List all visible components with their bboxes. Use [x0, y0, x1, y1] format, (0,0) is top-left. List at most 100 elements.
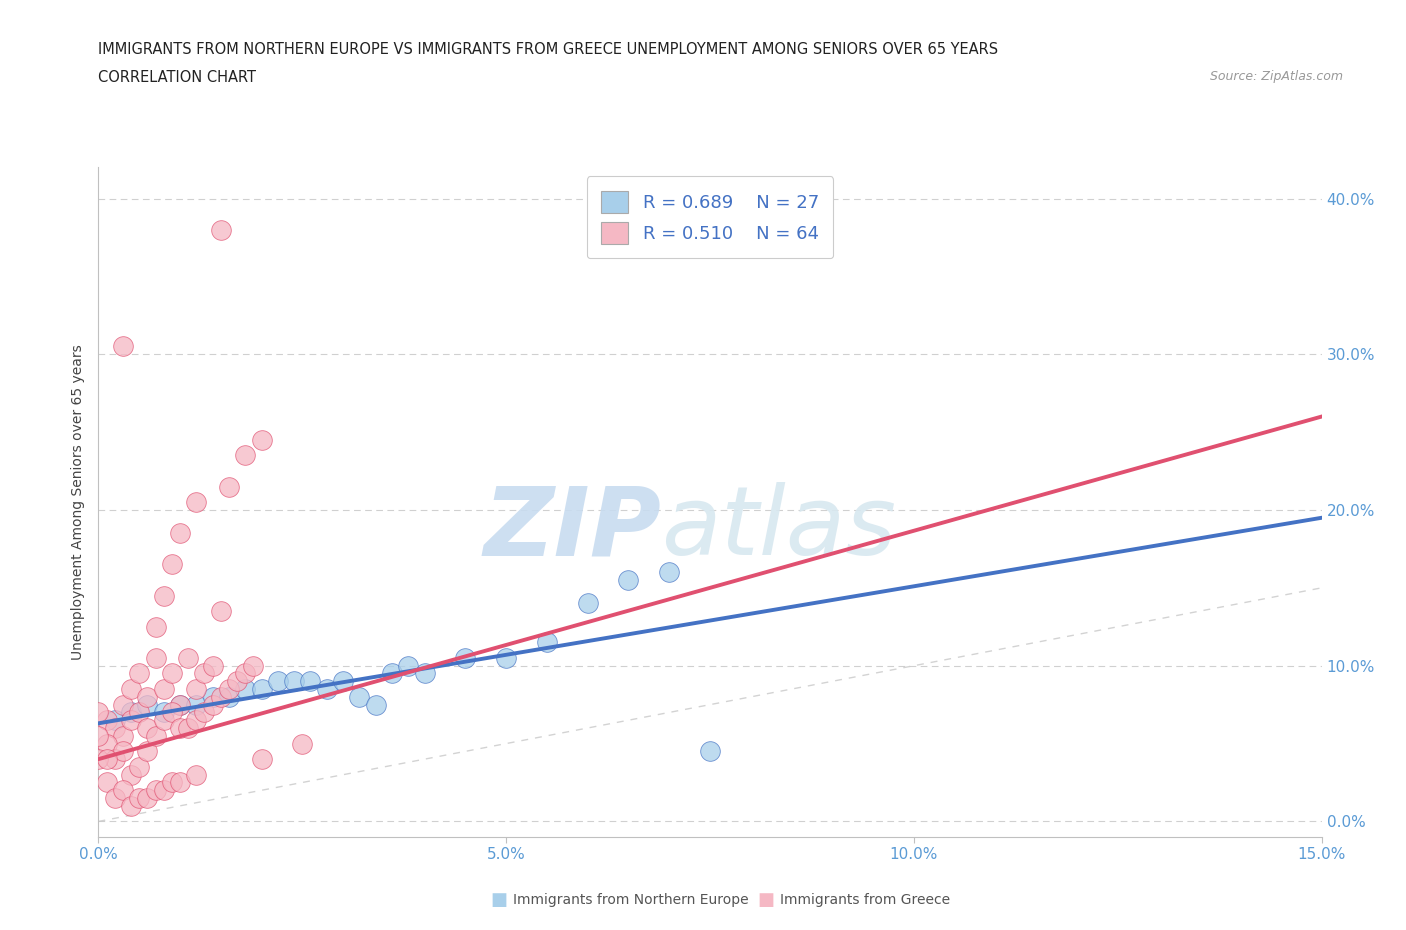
Legend: R = 0.689    N = 27, R = 0.510    N = 64: R = 0.689 N = 27, R = 0.510 N = 64: [586, 177, 834, 259]
Point: [209, 689, 232, 704]
Point: [209, 222, 232, 237]
Point: [169, 698, 191, 712]
Point: [267, 674, 290, 689]
Point: [576, 596, 599, 611]
Point: [201, 698, 224, 712]
Point: [120, 799, 142, 814]
Text: Immigrants from Northern Europe: Immigrants from Northern Europe: [513, 893, 749, 908]
Point: [617, 573, 640, 588]
Point: [145, 783, 167, 798]
Point: [299, 674, 322, 689]
Point: [128, 666, 150, 681]
Point: [111, 744, 134, 759]
Point: [193, 705, 215, 720]
Point: [349, 689, 371, 704]
Point: [136, 698, 159, 712]
Point: [454, 650, 477, 665]
Point: [136, 721, 159, 736]
Point: [120, 712, 142, 727]
Point: [160, 705, 183, 720]
Point: [201, 658, 224, 673]
Point: [160, 775, 183, 790]
Point: [111, 728, 134, 743]
Point: [136, 744, 159, 759]
Point: [186, 698, 208, 712]
Point: [152, 783, 174, 798]
Point: [250, 682, 273, 697]
Point: [536, 635, 558, 650]
Point: [87, 705, 110, 720]
Point: [169, 721, 191, 736]
Point: [186, 767, 208, 782]
Point: [250, 432, 273, 447]
Point: [120, 705, 142, 720]
Point: [177, 650, 200, 665]
Point: [226, 674, 249, 689]
Point: [364, 698, 387, 712]
Point: [104, 721, 127, 736]
Point: [381, 666, 404, 681]
Point: [120, 767, 142, 782]
Point: [396, 658, 419, 673]
Point: [145, 619, 167, 634]
Point: [413, 666, 436, 681]
Point: [218, 689, 240, 704]
Point: [160, 666, 183, 681]
Point: [111, 698, 134, 712]
Point: [136, 790, 159, 805]
Point: [315, 682, 337, 697]
Point: [291, 737, 314, 751]
Point: [104, 751, 127, 766]
Point: [87, 751, 110, 766]
Point: [233, 682, 256, 697]
Point: [209, 604, 232, 618]
Text: Immigrants from Greece: Immigrants from Greece: [780, 893, 950, 908]
Point: [145, 650, 167, 665]
Point: [201, 689, 224, 704]
Point: [332, 674, 354, 689]
Point: [169, 775, 191, 790]
Point: [104, 712, 127, 727]
Point: [186, 712, 208, 727]
Point: [283, 674, 305, 689]
Point: [152, 682, 174, 697]
Point: [233, 666, 256, 681]
Point: [186, 495, 208, 510]
Text: IMMIGRANTS FROM NORTHERN EUROPE VS IMMIGRANTS FROM GREECE UNEMPLOYMENT AMONG SEN: IMMIGRANTS FROM NORTHERN EUROPE VS IMMIG…: [98, 42, 998, 57]
Point: [96, 712, 118, 727]
Point: [152, 588, 174, 603]
Point: [96, 737, 118, 751]
Point: [96, 751, 118, 766]
Point: [96, 775, 118, 790]
Point: [169, 698, 191, 712]
Point: [658, 565, 681, 579]
Point: [218, 682, 240, 697]
Point: [233, 448, 256, 463]
Point: [218, 479, 240, 494]
Point: [128, 705, 150, 720]
Text: ZIP: ZIP: [484, 483, 661, 576]
Point: [87, 728, 110, 743]
Point: [104, 790, 127, 805]
Point: [152, 712, 174, 727]
Point: [120, 682, 142, 697]
Point: [136, 689, 159, 704]
Text: CORRELATION CHART: CORRELATION CHART: [98, 70, 256, 85]
Text: atlas: atlas: [661, 483, 896, 576]
Point: [177, 721, 200, 736]
Point: [495, 650, 517, 665]
Point: [128, 790, 150, 805]
Point: [111, 783, 134, 798]
Point: [111, 339, 134, 354]
Point: [145, 728, 167, 743]
Point: [160, 557, 183, 572]
Text: Source: ZipAtlas.com: Source: ZipAtlas.com: [1209, 70, 1343, 83]
Point: [193, 666, 215, 681]
Point: [250, 751, 273, 766]
Point: [186, 682, 208, 697]
Y-axis label: Unemployment Among Seniors over 65 years: Unemployment Among Seniors over 65 years: [72, 344, 86, 660]
Point: [152, 705, 174, 720]
Point: [699, 744, 721, 759]
Point: [128, 760, 150, 775]
Point: [242, 658, 264, 673]
